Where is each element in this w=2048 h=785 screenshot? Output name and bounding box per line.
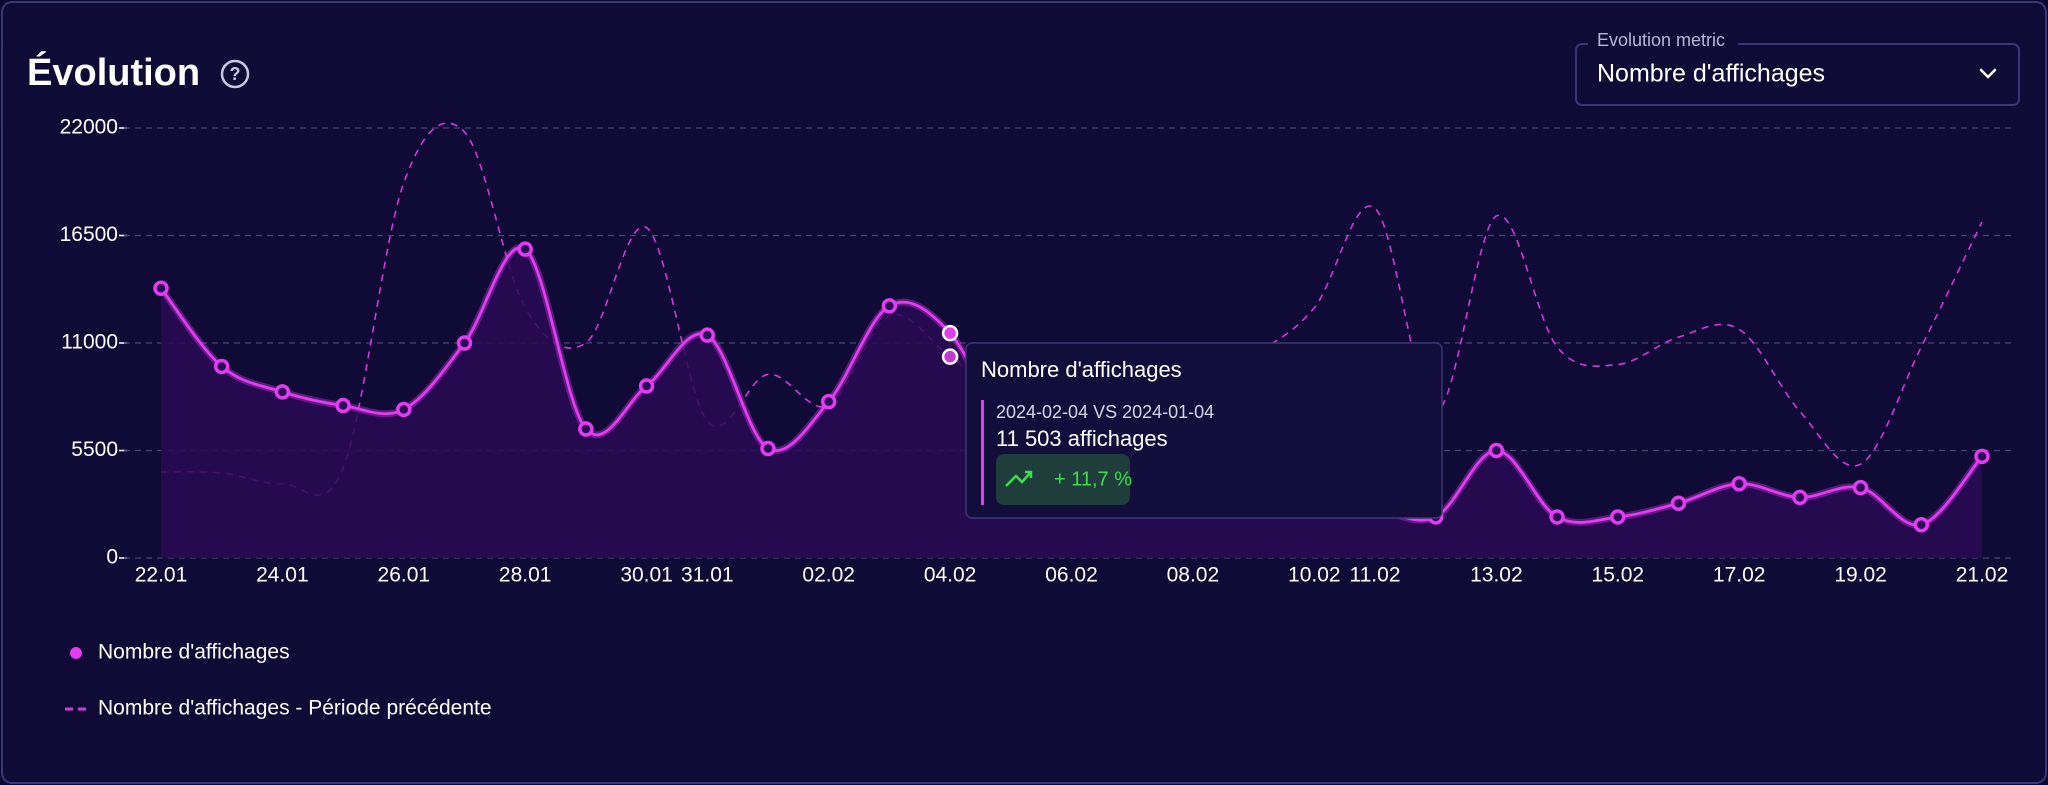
y-tick-label: 0 [106,546,118,569]
point [456,335,473,351]
point [1731,475,1747,492]
point [881,298,898,314]
help-icon[interactable]: ? [220,59,250,89]
x-tick-label: 02.02 [802,564,855,587]
point [274,384,291,400]
x-tick-label: 21.02 [1956,564,2009,587]
trend-icon [1005,470,1033,487]
point [335,397,351,414]
point [820,393,837,410]
x-tick-label: 10.02 [1288,564,1341,587]
tooltip-bar [981,400,984,505]
previous-period-line [160,122,1983,496]
tooltip-title: Nombre d'affichages [981,357,1182,382]
x-tick-label: 13.02 [1470,564,1523,587]
tooltip-value: 11 503 affichages [996,426,1168,451]
point [699,327,716,343]
point [153,280,169,297]
legend-label: Nombre d'affichages [98,641,290,664]
point [396,401,412,418]
x-tick-label: 17.02 [1713,564,1766,587]
point [1610,509,1626,525]
tooltip: Nombre d'affichages 2024-02-04 VS 2024-0… [965,342,1443,519]
point [213,358,230,375]
x-tick-label: 28.01 [499,564,552,587]
legend-swatch [70,647,82,659]
point [760,440,776,457]
y-tick-label: 5500 [71,438,118,461]
y-tick-label: 22000 [60,116,118,139]
point [1913,517,1930,533]
x-tick-label: 22.01 [135,564,188,587]
legend-label: Nombre d'affichages - Période précédente [98,697,492,720]
svg-text:?: ? [230,64,241,84]
x-tick-label: 31.01 [681,564,734,587]
point [1670,495,1687,512]
y-tick-label: 11000 [61,331,118,354]
hover-point [941,348,959,365]
x-tick-label: 04.02 [924,564,977,587]
tooltip-change: + 11,7 % [1054,468,1132,490]
x-tick-label: 06.02 [1045,564,1098,587]
point [638,378,655,394]
point [1792,489,1808,506]
x-tick-label: 11.02 [1350,564,1401,587]
x-tick-label: 30.01 [620,564,673,587]
y-tick-label: 16500 [60,223,118,246]
x-tick-label: 15.02 [1592,564,1645,587]
x-tick-label: 26.01 [378,564,431,587]
point [1974,448,1990,465]
card-title: Évolution [27,50,200,94]
tooltip-comparison: 2024-02-04 VS 2024-01-04 [996,402,1214,422]
point [1549,509,1565,525]
dropdown-value: Nombre d'affichages [1597,60,1825,88]
x-tick-label: 24.01 [256,564,309,587]
point [578,421,594,437]
hover-point [941,324,959,342]
x-tick-label: 19.02 [1834,564,1887,587]
dropdown-label: Evolution metric [1597,30,1725,50]
point [1852,479,1869,496]
legend: Nombre d'affichages Nombre d'affichages -… [65,641,492,720]
metric-dropdown[interactable]: Evolution metric Nombre d'affichages [1575,30,2020,106]
point [1488,442,1505,459]
x-tick-label: 08.02 [1167,564,1220,587]
point [517,241,533,257]
change-badge [996,454,1130,505]
